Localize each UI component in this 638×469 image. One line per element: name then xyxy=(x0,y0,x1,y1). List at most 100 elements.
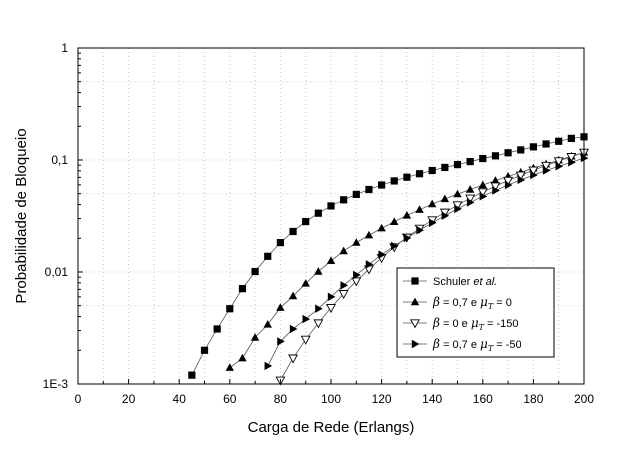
data-point xyxy=(415,205,424,213)
data-point xyxy=(529,143,537,151)
legend-label: Schuler et al. xyxy=(433,276,497,288)
x-tick-label: 80 xyxy=(274,392,288,406)
y-tick-label: 0,1 xyxy=(51,153,68,167)
series-layer xyxy=(188,133,589,386)
data-point xyxy=(238,285,247,293)
data-point xyxy=(477,188,488,198)
legend-entry: β = 0,7 e μT = -50 xyxy=(403,337,522,353)
legend-label: β = 0,7 e μT = 0 xyxy=(432,295,512,311)
data-point xyxy=(567,134,575,142)
data-point xyxy=(391,241,399,251)
x-tick-label: 0 xyxy=(75,392,82,406)
data-point xyxy=(188,371,196,379)
data-point xyxy=(555,137,563,145)
data-point xyxy=(542,140,550,148)
data-point xyxy=(403,233,412,243)
legend: Schuler et al. β = 0,7 e μT = 0 β = 0 e μT… xyxy=(396,267,555,358)
data-point xyxy=(402,211,412,219)
data-point xyxy=(553,157,564,167)
data-point xyxy=(568,158,576,167)
data-point xyxy=(225,363,234,371)
data-point xyxy=(491,152,500,160)
data-point xyxy=(351,277,362,287)
x-tick-label: 40 xyxy=(173,392,187,406)
data-point xyxy=(390,177,398,185)
legend-entry: Schuler et al. xyxy=(403,276,497,288)
data-point xyxy=(339,246,348,255)
data-point xyxy=(288,291,298,300)
data-point xyxy=(238,353,247,362)
data-point xyxy=(440,194,450,203)
y-tick-label: 0,01 xyxy=(45,265,69,279)
data-point xyxy=(528,166,539,176)
data-point xyxy=(503,176,514,186)
data-point xyxy=(264,252,272,260)
series-4 xyxy=(264,153,589,371)
data-point xyxy=(566,153,577,163)
data-point xyxy=(326,304,336,314)
data-point xyxy=(226,305,234,313)
data-point xyxy=(555,162,564,171)
data-point xyxy=(453,189,462,198)
series-1 xyxy=(188,133,588,379)
data-point xyxy=(327,202,335,210)
data-point xyxy=(415,170,424,178)
data-point xyxy=(288,354,299,364)
data-point xyxy=(479,192,488,201)
data-point xyxy=(300,335,311,345)
data-point xyxy=(378,250,386,259)
legend-marker xyxy=(411,339,420,349)
data-point xyxy=(340,196,348,204)
data-point xyxy=(314,209,322,217)
y-tick-label: 1 xyxy=(61,41,68,55)
x-tick-label: 20 xyxy=(122,392,136,406)
x-tick-label: 140 xyxy=(422,392,442,406)
data-point xyxy=(365,185,373,194)
data-point xyxy=(314,267,323,275)
data-point xyxy=(491,176,500,184)
data-point xyxy=(277,337,285,346)
data-point xyxy=(479,154,487,163)
y-axis-title: Probabilidade de Bloqueio xyxy=(13,128,30,303)
data-point xyxy=(327,292,336,302)
data-point xyxy=(378,181,386,189)
data-point xyxy=(289,227,297,236)
data-point xyxy=(251,267,259,276)
legend-box xyxy=(396,267,555,358)
data-point xyxy=(289,324,298,334)
data-point xyxy=(478,180,487,189)
legend-marker xyxy=(410,297,420,306)
data-point xyxy=(466,157,474,166)
data-point xyxy=(517,146,525,154)
data-point xyxy=(338,290,349,300)
data-point xyxy=(515,171,526,181)
data-point xyxy=(276,239,284,247)
data-point xyxy=(302,217,310,226)
data-point xyxy=(492,186,500,195)
x-tick-label: 180 xyxy=(523,392,543,406)
data-point xyxy=(517,175,526,185)
y-tick-label: 1E-3 xyxy=(43,377,69,391)
data-point xyxy=(454,204,462,214)
axis-ticks xyxy=(77,47,585,385)
x-tick-labels: 0 20 40 60 80 100 120 140 160 180 200 xyxy=(75,392,595,406)
data-point xyxy=(504,149,512,157)
legend-marker xyxy=(410,319,420,329)
data-point xyxy=(377,223,386,232)
data-point xyxy=(465,185,475,193)
data-point xyxy=(428,166,436,175)
data-point xyxy=(416,226,424,235)
data-point xyxy=(428,199,437,208)
data-point xyxy=(326,256,336,264)
data-point xyxy=(315,304,323,313)
x-axis-title: Carga de Rede (Erlangs) xyxy=(248,419,415,436)
data-point xyxy=(301,279,310,287)
y-tick-labels: 1E-3 0,01 0,1 1 xyxy=(43,41,69,391)
data-point xyxy=(264,361,273,371)
series-2 xyxy=(225,147,589,371)
legend-label: β = 0 e μT = -150 xyxy=(432,316,519,332)
data-point xyxy=(353,270,361,280)
data-point xyxy=(403,173,411,181)
data-point xyxy=(580,153,589,163)
